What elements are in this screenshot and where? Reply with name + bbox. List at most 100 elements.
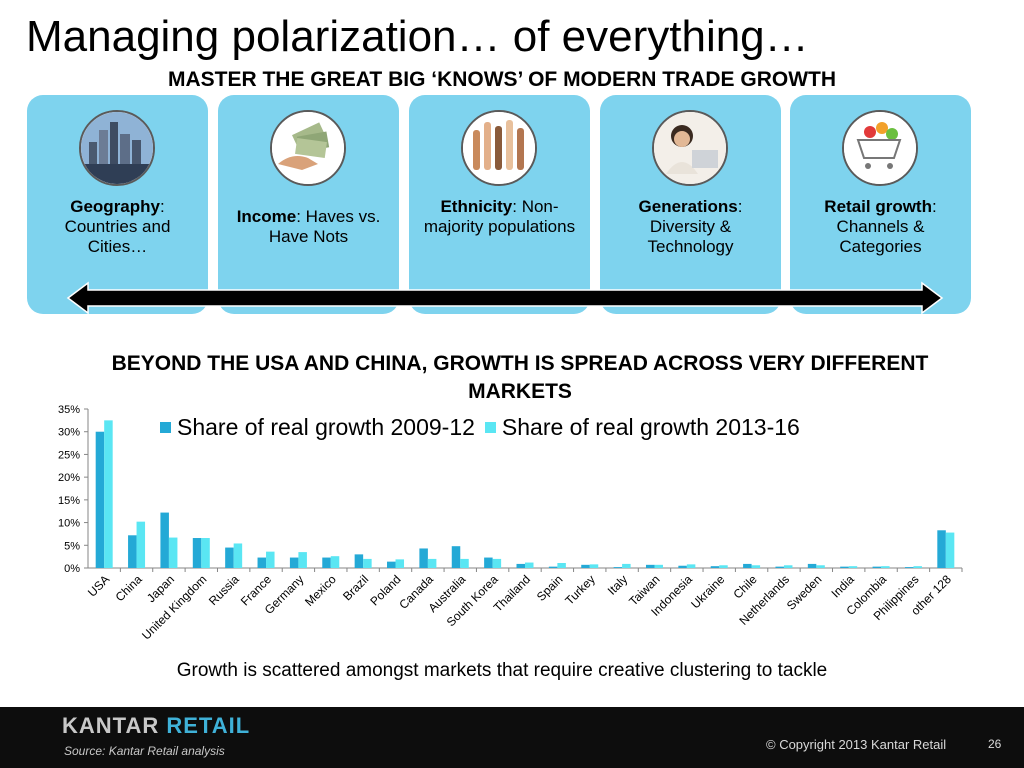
y-tick-label: 5% bbox=[64, 540, 80, 552]
bar-2013-16 bbox=[525, 562, 534, 568]
bar-2009-12 bbox=[743, 563, 752, 568]
bar-2009-12 bbox=[192, 538, 202, 568]
card-geography: Geography: Countries and Cities… bbox=[27, 95, 208, 314]
card-retail-growth: Retail growth: Channels & Categories bbox=[790, 95, 971, 314]
bar-2013-16 bbox=[654, 564, 663, 568]
bar-2013-16 bbox=[848, 566, 858, 568]
bar-2013-16 bbox=[330, 556, 340, 568]
footer-bar bbox=[0, 707, 1024, 768]
slide-subtitle: MASTER THE GREAT BIG ‘KNOWS’ OF MODERN T… bbox=[167, 68, 837, 91]
x-tick-label: Russia bbox=[206, 572, 242, 608]
card-retail-growth-text: Retail growth: Channels & Categories bbox=[824, 197, 937, 256]
x-tick-label: Ukraine bbox=[688, 572, 727, 611]
legend-label-2009-12: Share of real growth 2009-12 bbox=[177, 414, 475, 440]
bar-2009-12 bbox=[322, 557, 331, 568]
bar-2009-12 bbox=[581, 564, 590, 568]
bar-2013-16 bbox=[881, 566, 890, 568]
y-tick-label: 15% bbox=[58, 495, 80, 507]
y-tick-label: 10% bbox=[58, 518, 80, 530]
bar-2009-12 bbox=[451, 546, 461, 568]
bar-2009-12 bbox=[354, 554, 364, 568]
x-tick-label: Mexico bbox=[302, 572, 339, 609]
legend-swatch-2013-16 bbox=[484, 422, 496, 433]
y-tick-label: 0% bbox=[64, 563, 80, 575]
chart-heading: BEYOND THE USA AND CHINA, GROWTH IS SPRE… bbox=[111, 352, 929, 403]
copyright-text: © Copyright 2013 Kantar Retail bbox=[766, 737, 947, 752]
bar-2013-16 bbox=[686, 564, 696, 568]
bar-2009-12 bbox=[484, 557, 493, 568]
x-tick-label: Spain bbox=[534, 572, 566, 604]
double-arrow-icon bbox=[66, 281, 944, 315]
bar-2013-16 bbox=[168, 537, 178, 568]
x-tick-label: USA bbox=[85, 572, 112, 599]
legend-label-2013-16: Share of real growth 2013-16 bbox=[501, 414, 800, 440]
bar-2013-16 bbox=[136, 521, 146, 568]
shopping-cart-icon bbox=[842, 110, 918, 186]
footnote: Growth is scattered amongst markets that… bbox=[176, 660, 828, 681]
bar-2009-12 bbox=[387, 561, 396, 568]
bar-2013-16 bbox=[363, 558, 372, 568]
bar-2013-16 bbox=[233, 543, 243, 568]
bar-2013-16 bbox=[557, 563, 566, 568]
bar-2013-16 bbox=[622, 563, 631, 568]
bar-2013-16 bbox=[201, 538, 210, 568]
x-tick-label: Turkey bbox=[562, 572, 598, 608]
bar-2013-16 bbox=[945, 532, 955, 568]
money-hand-icon bbox=[270, 110, 346, 186]
y-tick-label: 35% bbox=[58, 404, 80, 416]
kantar-retail-logo: KANTAR RETAIL bbox=[62, 713, 251, 738]
bar-2013-16 bbox=[427, 558, 437, 568]
bar-2009-12 bbox=[645, 564, 655, 568]
chart-legend: Share of real growth 2009-12 Share of re… bbox=[160, 414, 800, 441]
bar-2009-12 bbox=[840, 566, 849, 568]
legend-item-2013-16: Share of real growth 2013-16 bbox=[484, 414, 800, 441]
y-tick-label: 20% bbox=[58, 472, 80, 484]
y-tick-label: 25% bbox=[58, 449, 80, 461]
bar-2009-12 bbox=[775, 566, 784, 568]
slide-title: Managing polarization… of everything… bbox=[26, 12, 809, 61]
card-ethnicity: Ethnicity: Non-majority populations bbox=[409, 95, 590, 314]
bar-2009-12 bbox=[710, 566, 720, 568]
raised-hands-icon bbox=[461, 110, 537, 186]
bar-2009-12 bbox=[160, 512, 169, 568]
x-tick-label: China bbox=[113, 572, 145, 604]
bar-2009-12 bbox=[904, 567, 914, 568]
bar-2013-16 bbox=[395, 559, 405, 568]
bar-2009-12 bbox=[613, 567, 623, 568]
legend-swatch-2009-12 bbox=[160, 422, 171, 433]
x-tick-label: Italy bbox=[605, 572, 630, 597]
bar-2013-16 bbox=[266, 551, 275, 568]
bar-2009-12 bbox=[95, 431, 105, 568]
legend-item-2009-12: Share of real growth 2009-12 bbox=[160, 414, 475, 441]
bar-2009-12 bbox=[419, 548, 428, 568]
x-tick-label: Sweden bbox=[784, 572, 825, 613]
bar-2013-16 bbox=[783, 565, 793, 568]
bar-2009-12 bbox=[937, 530, 946, 568]
bar-2009-12 bbox=[872, 566, 882, 568]
source-note: Source: Kantar Retail analysis bbox=[64, 744, 225, 758]
bar-2009-12 bbox=[807, 563, 817, 568]
bar-2013-16 bbox=[460, 558, 469, 568]
card-ethnicity-text: Ethnicity: Non-majority populations bbox=[423, 197, 576, 236]
card-income-text: Income: Haves vs. Have Nots bbox=[236, 207, 381, 246]
bar-2013-16 bbox=[751, 565, 761, 568]
x-tick-label: Chile bbox=[730, 572, 759, 601]
bar-2013-16 bbox=[492, 558, 502, 568]
bar-2013-16 bbox=[719, 565, 728, 568]
x-tick-label: India bbox=[829, 572, 858, 601]
bar-chart: 0%5%10%15%20%25%30%35%USA China JapanUnite… bbox=[58, 404, 963, 643]
bar-2009-12 bbox=[128, 535, 137, 568]
bar-2009-12 bbox=[548, 566, 558, 568]
card-income: Income: Haves vs. Have Nots bbox=[218, 95, 399, 314]
bar-2013-16 bbox=[816, 565, 825, 568]
y-tick-label: 30% bbox=[58, 427, 80, 439]
bar-2013-16 bbox=[298, 552, 307, 568]
bar-2009-12 bbox=[678, 565, 687, 568]
city-skyline-icon bbox=[79, 110, 155, 186]
bar-2013-16 bbox=[104, 420, 113, 568]
bar-2009-12 bbox=[516, 563, 525, 568]
page-number: 26 bbox=[988, 737, 1002, 751]
bar-2013-16 bbox=[913, 566, 922, 568]
card-generations: Generations: Diversity & Technology bbox=[600, 95, 781, 314]
bar-2013-16 bbox=[589, 564, 599, 568]
